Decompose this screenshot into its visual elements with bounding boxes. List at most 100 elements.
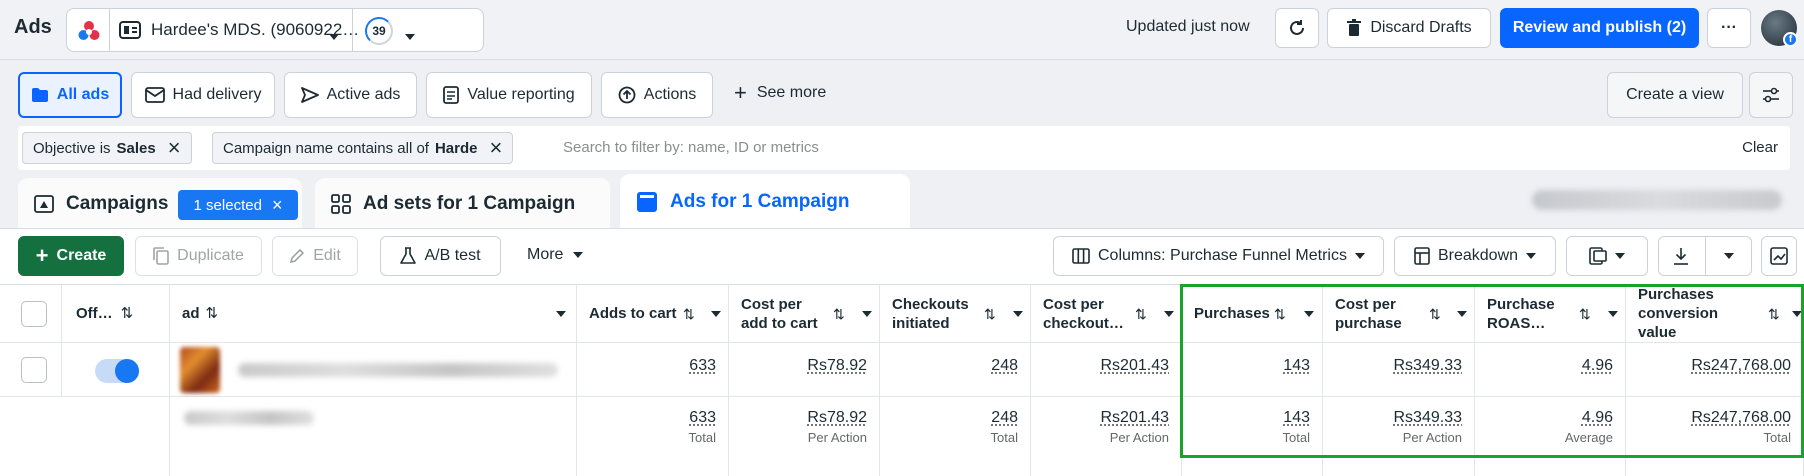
notifications-badge[interactable]: 39 — [365, 17, 393, 45]
chevron-down-icon — [405, 27, 415, 44]
total-cost-per-purchase: Rs349.33 Per Action — [1323, 397, 1475, 476]
sort-icon[interactable]: ⇅ — [1429, 306, 1441, 322]
close-icon[interactable]: × — [271, 194, 283, 215]
date-range-picker[interactable] — [1532, 190, 1782, 210]
total-value[interactable]: 4.96 — [1581, 409, 1613, 426]
create-button[interactable]: + Create — [18, 236, 124, 276]
ad-name-cell[interactable] — [170, 343, 577, 397]
view-actions[interactable]: Actions — [601, 72, 713, 118]
header-purchases[interactable]: Purchases ⇅ — [1182, 285, 1323, 343]
discard-drafts-button[interactable]: Discard Drafts — [1327, 8, 1491, 48]
header-purchase-roas[interactable]: Purchase ROAS… ⇅ — [1475, 285, 1626, 343]
refresh-button[interactable] — [1275, 8, 1319, 48]
cell-value[interactable]: 143 — [1283, 357, 1310, 374]
view-value-reporting[interactable]: Value reporting — [426, 72, 592, 118]
chevron-down-icon[interactable] — [1608, 311, 1618, 317]
close-icon[interactable]: × — [489, 135, 503, 160]
ab-test-button[interactable]: A/B test — [380, 236, 501, 276]
total-value[interactable]: 143 — [1283, 409, 1310, 426]
plus-icon: + — [35, 243, 49, 268]
more-options-button[interactable]: ··· — [1707, 8, 1751, 48]
total-value[interactable]: 633 — [689, 409, 716, 426]
header-checkouts-initiated[interactable]: Checkouts initiated ⇅ — [880, 285, 1031, 343]
more-button[interactable]: More — [527, 246, 584, 264]
cell-value[interactable]: Rs78.92 — [807, 357, 867, 374]
header-ad-name[interactable]: ad ⇅ — [170, 285, 577, 343]
duplicate-button[interactable]: Duplicate — [135, 236, 262, 276]
total-type-label: Per Action — [807, 430, 867, 445]
report-icon — [1589, 247, 1607, 265]
chevron-down-icon[interactable] — [1304, 311, 1314, 317]
ab-test-label: A/B test — [424, 247, 481, 264]
reports-dropdown[interactable] — [1566, 236, 1648, 276]
create-view-button[interactable]: Create a view — [1607, 72, 1743, 118]
selected-badge[interactable]: 1 selected × — [178, 190, 298, 220]
tab-campaigns[interactable]: Campaigns 1 selected × — [18, 178, 302, 230]
header-adds-to-cart[interactable]: Adds to cart ⇅ — [577, 285, 729, 343]
sort-icon[interactable]: ⇅ — [1579, 306, 1591, 322]
chevron-down-icon[interactable] — [1457, 311, 1467, 317]
sort-icon[interactable]: ⇅ — [984, 306, 996, 322]
export-dropdown[interactable] — [1658, 236, 1752, 276]
total-type-label: Per Action — [1402, 430, 1462, 445]
chevron-down-icon[interactable] — [1792, 311, 1802, 317]
sort-icon[interactable]: ⇅ — [833, 306, 845, 322]
cell-value[interactable]: 4.96 — [1581, 357, 1613, 374]
header-off-on[interactable]: Off… ⇅ — [62, 285, 170, 343]
header-purchases-conversion-value[interactable]: Purchases conversion value ⇅ — [1626, 285, 1804, 343]
row-checkbox[interactable] — [21, 357, 47, 383]
total-value[interactable]: Rs201.43 — [1100, 409, 1170, 426]
select-all-checkbox[interactable] — [21, 301, 47, 327]
chevron-down-icon — [573, 252, 584, 258]
header-cost-per-checkout[interactable]: Cost per checkout… ⇅ — [1031, 285, 1182, 343]
total-value[interactable]: Rs78.92 — [807, 409, 867, 426]
view-actions-label: Actions — [643, 86, 697, 103]
review-publish-button[interactable]: Review and publish (2) — [1500, 8, 1699, 48]
cell-value[interactable]: Rs349.33 — [1393, 357, 1463, 374]
ad-thumbnail[interactable] — [180, 347, 220, 393]
filter-search-input[interactable]: Search to filter by: name, ID or metrics — [563, 139, 819, 156]
cell-value[interactable]: Rs247,768.00 — [1691, 357, 1791, 374]
total-value[interactable]: 248 — [991, 409, 1018, 426]
cell-value[interactable]: 633 — [689, 357, 716, 374]
total-value[interactable]: Rs349.33 — [1393, 409, 1463, 426]
view-had-delivery[interactable]: Had delivery — [131, 72, 275, 118]
view-active-ads[interactable]: Active ads — [284, 72, 417, 118]
see-more-button[interactable]: + See more — [734, 82, 826, 104]
cell-value[interactable]: Rs201.43 — [1100, 357, 1170, 374]
close-icon[interactable]: × — [167, 135, 181, 160]
sort-icon[interactable]: ⇅ — [683, 306, 695, 322]
view-all-ads[interactable]: All ads — [18, 72, 122, 118]
total-value[interactable]: Rs247,768.00 — [1691, 409, 1791, 426]
chevron-down-icon[interactable] — [1164, 311, 1174, 317]
header-cost-per-purchase[interactable]: Cost per purchase ⇅ — [1323, 285, 1475, 343]
tab-adsets[interactable]: Ad sets for 1 Campaign — [315, 178, 610, 230]
edit-label: Edit — [313, 247, 341, 264]
clear-filters-button[interactable]: Clear — [1742, 139, 1778, 156]
account-selector[interactable]: Hardee's MDS. (9060922… 39 — [66, 8, 484, 52]
cell-purchase-roas: 4.96 — [1475, 343, 1626, 397]
breakdown-dropdown[interactable]: Breakdown — [1394, 236, 1556, 276]
sort-icon[interactable]: ⇅ — [1274, 306, 1286, 322]
sort-icon[interactable]: ⇅ — [1135, 306, 1147, 322]
filter-chip-objective[interactable]: Objective is Sales × — [22, 132, 192, 164]
delivery-toggle[interactable] — [95, 359, 139, 383]
avatar[interactable]: f — [1761, 10, 1798, 47]
header-checkouts-initiated-label: Checkouts initiated — [892, 295, 969, 332]
chevron-down-icon[interactable] — [862, 311, 872, 317]
view-settings-button[interactable] — [1749, 72, 1793, 118]
sort-icon[interactable]: ⇅ — [205, 305, 219, 322]
chevron-down-icon[interactable] — [556, 311, 566, 317]
chevron-down-icon[interactable] — [1013, 311, 1023, 317]
sort-icon[interactable]: ⇅ — [120, 305, 134, 322]
chevron-down-icon[interactable] — [711, 311, 721, 317]
edit-button[interactable]: Edit — [272, 236, 358, 276]
filter-chip-campaign-name[interactable]: Campaign name contains all of Harde × — [212, 132, 514, 164]
columns-dropdown[interactable]: Columns: Purchase Funnel Metrics — [1053, 236, 1384, 276]
tab-ads[interactable]: Ads for 1 Campaign — [620, 174, 910, 230]
header-cost-per-add-to-cart[interactable]: Cost per add to cart ⇅ — [729, 285, 880, 343]
cell-value[interactable]: 248 — [991, 357, 1018, 374]
charts-button[interactable] — [1761, 236, 1797, 276]
sort-icon[interactable]: ⇅ — [1768, 306, 1780, 322]
ad-name-blurred[interactable] — [238, 363, 558, 377]
